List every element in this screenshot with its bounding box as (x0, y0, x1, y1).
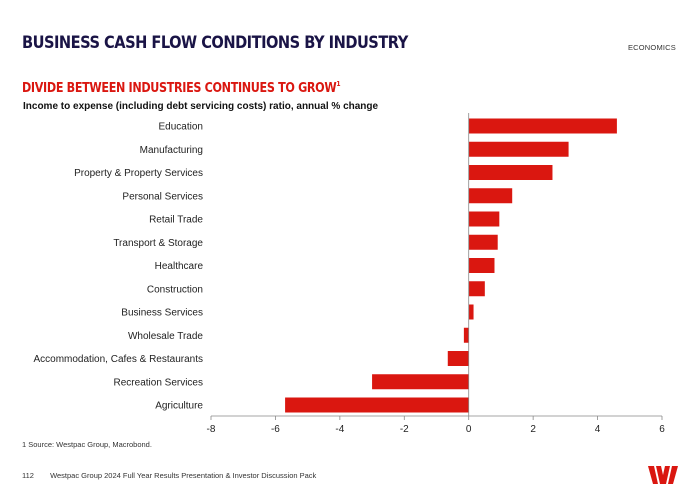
category-label: Personal Services (122, 191, 203, 202)
category-label: Education (159, 122, 203, 133)
category-label: Accommodation, Cafes & Restaurants (33, 354, 203, 365)
chart-subtitle: DIVIDE BETWEEN INDUSTRIES CONTINUES TO G… (22, 80, 341, 96)
category-label: Business Services (121, 308, 203, 319)
x-tick-label: 4 (595, 424, 601, 435)
bar (468, 304, 474, 320)
bar (468, 234, 498, 250)
category-label: Recreation Services (114, 377, 203, 388)
bar (447, 351, 469, 366)
x-tick-label: -4 (335, 424, 344, 435)
westpac-logo-icon (648, 466, 678, 484)
page-title: BUSINESS CASH FLOW CONDITIONS BY INDUSTR… (22, 33, 408, 53)
category-label: Healthcare (155, 261, 204, 272)
bar (468, 141, 569, 157)
x-tick-label: 6 (659, 424, 665, 435)
bar (468, 118, 617, 134)
bar (463, 327, 469, 343)
bar (468, 188, 513, 204)
bar (468, 211, 500, 227)
bar (285, 397, 469, 413)
bar (468, 281, 485, 297)
bar-chart: Education Manufacturing Property & Propert… (33, 113, 665, 435)
bar (372, 374, 469, 390)
bar (468, 165, 553, 180)
category-label: Retail Trade (149, 215, 203, 226)
category-label: Construction (147, 284, 203, 295)
chart-title: Income to expense (including debt servic… (23, 101, 379, 112)
source-note: 1 Source: Westpac Group, Macrobond. (22, 440, 152, 449)
page-number: 112 (22, 471, 34, 480)
section-label: ECONOMICS (627, 43, 676, 52)
category-label: Wholesale Trade (128, 331, 203, 342)
x-tick-label: -6 (271, 424, 280, 435)
x-tick-label: 0 (466, 424, 472, 435)
x-tick-label: -2 (400, 424, 409, 435)
category-label: Agriculture (155, 401, 203, 412)
chart-subtitle-text: DIVIDE BETWEEN INDUSTRIES CONTINUES TO G… (22, 81, 337, 96)
category-label: Manufacturing (140, 145, 203, 156)
category-label: Transport & Storage (113, 238, 203, 249)
bar (468, 258, 495, 273)
footer: 112 Westpac Group 2024 Full Year Results… (22, 471, 316, 480)
x-tick-label: 2 (530, 424, 536, 435)
category-label: Property & Property Services (74, 168, 203, 179)
x-tick-label: -8 (207, 424, 216, 435)
footnote-marker: 1 (336, 80, 341, 88)
footer-text: Westpac Group 2024 Full Year Results Pre… (50, 471, 317, 480)
